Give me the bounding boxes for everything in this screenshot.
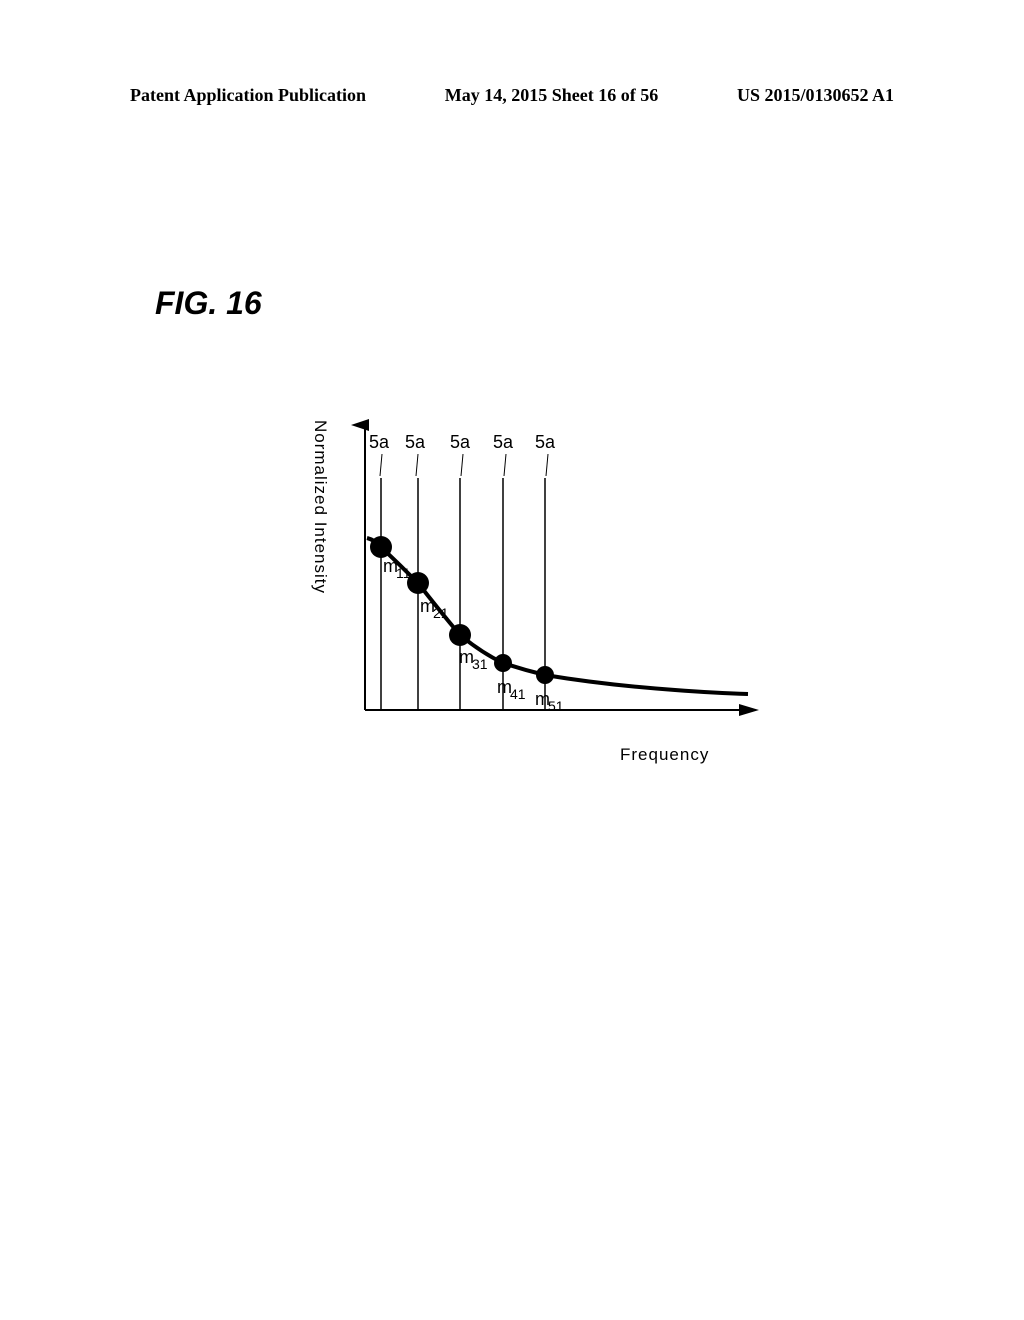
data-marker [449, 624, 471, 646]
vlines [381, 478, 545, 710]
marker-label-sub: 51 [548, 698, 564, 714]
data-marker [494, 654, 512, 672]
marker-label-sub: 31 [472, 656, 488, 672]
header-right: US 2015/0130652 A1 [737, 85, 894, 106]
header-center: May 14, 2015 Sheet 16 of 56 [445, 85, 658, 106]
figure-label: FIG. 16 [155, 285, 262, 322]
leader-line [380, 454, 382, 476]
curve [367, 538, 748, 694]
data-marker [536, 666, 554, 684]
chart-svg: 5a5a5a5a5a m11m21m31m41m51 [345, 400, 765, 740]
data-marker [407, 572, 429, 594]
page-header: Patent Application Publication May 14, 2… [0, 85, 1024, 106]
top-label: 5a [535, 432, 556, 452]
leader-line [461, 454, 463, 476]
top-label: 5a [493, 432, 514, 452]
data-marker [370, 536, 392, 558]
figure-container: Normalized Intensity Frequency 5a5a5a5a5… [310, 400, 770, 760]
top-labels: 5a 5a 5a 5a 5a [369, 432, 556, 476]
leader-line [546, 454, 548, 476]
leader-line [416, 454, 418, 476]
marker-label-sub: 41 [510, 686, 526, 702]
header-left: Patent Application Publication [130, 85, 366, 106]
top-label: 5a [369, 432, 390, 452]
marker-label-sub: 21 [433, 605, 449, 621]
y-axis-label: Normalized Intensity [310, 420, 330, 594]
x-axis-label: Frequency [620, 745, 709, 765]
leader-line [504, 454, 506, 476]
top-label: 5a [405, 432, 426, 452]
top-label: 5a [450, 432, 471, 452]
